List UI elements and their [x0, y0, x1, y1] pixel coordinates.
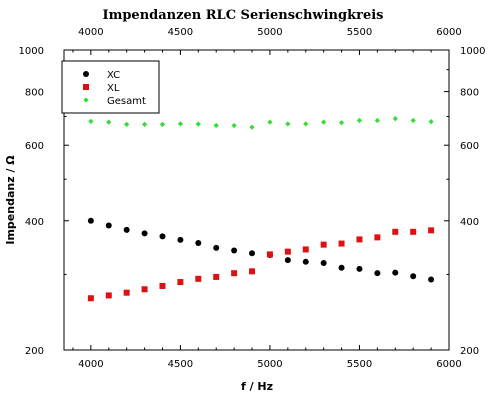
- point-gesamt: [321, 119, 327, 125]
- point-xl: [213, 273, 220, 280]
- point-gesamt: [141, 121, 148, 127]
- y-tick-label-left: 800: [25, 88, 44, 99]
- point-xc: [141, 230, 148, 237]
- axis-tick-labels: 4000 4000 4500 4500 5000 5000 5500 5500 6000 6000…: [19, 27, 486, 370]
- point-gesamt: [195, 121, 201, 127]
- point-xc: [374, 270, 381, 277]
- point-xc: [302, 258, 309, 265]
- point-xc: [284, 257, 291, 264]
- x-tick-label-bottom: 5000: [257, 359, 282, 370]
- point-xl: [374, 234, 381, 241]
- y-tick-label-right: 800: [460, 88, 479, 99]
- y-tick-label-right: 600: [460, 141, 479, 152]
- point-xl: [141, 286, 148, 293]
- point-gesamt: [356, 117, 363, 124]
- point-xl: [320, 241, 327, 248]
- point-xl: [87, 295, 94, 302]
- y-tick-label-right: 1000: [460, 46, 485, 57]
- x-tick-label-top: 6000: [436, 27, 461, 38]
- point-xl: [410, 228, 417, 235]
- point-xc: [249, 250, 256, 257]
- data-points: [87, 116, 435, 302]
- x-tick-label-top: 4500: [168, 27, 193, 38]
- legend-marker-gesamt: [83, 97, 89, 103]
- point-xc: [320, 259, 327, 266]
- point-xl: [284, 248, 291, 255]
- legend-marker-xc: [83, 71, 89, 77]
- x-tick-label-bottom: 6000: [436, 359, 461, 370]
- point-gesamt: [338, 120, 345, 126]
- point-xl: [428, 227, 435, 234]
- point-gesamt: [374, 117, 380, 124]
- point-xl: [177, 279, 184, 286]
- point-xl: [302, 246, 309, 253]
- point-xl: [105, 292, 112, 299]
- point-gesamt: [267, 119, 273, 125]
- point-gesamt: [410, 117, 416, 124]
- point-xc: [177, 236, 184, 243]
- point-gesamt: [124, 121, 130, 127]
- point-xl: [356, 236, 363, 243]
- point-xc: [87, 217, 94, 224]
- x-tick-label-bottom: 5500: [347, 359, 372, 370]
- axis-ticks: [64, 49, 450, 351]
- y-tick-label-left: 400: [25, 217, 44, 228]
- legend-marker-xl: [83, 84, 89, 90]
- point-xl: [123, 289, 130, 296]
- point-gesamt: [177, 121, 183, 127]
- point-gesamt: [213, 122, 219, 129]
- y-tick-label-right: 200: [460, 346, 479, 357]
- point-xc: [392, 269, 399, 276]
- point-gesamt: [303, 121, 309, 127]
- point-xl: [195, 275, 202, 282]
- point-xl: [392, 228, 399, 235]
- x-tick-label-bottom: 4000: [78, 359, 103, 370]
- point-xc: [213, 244, 220, 251]
- y-tick-label-left: 600: [25, 141, 44, 152]
- point-gesamt: [428, 119, 434, 125]
- point-xl: [231, 270, 238, 277]
- point-gesamt: [231, 122, 237, 129]
- point-xl: [159, 282, 166, 289]
- point-xc: [428, 276, 435, 283]
- y-tick-label-right: 400: [460, 217, 479, 228]
- x-tick-label-top: 5000: [257, 27, 282, 38]
- legend-box: [61, 60, 160, 114]
- point-xc: [195, 240, 202, 247]
- point-xl: [338, 240, 345, 247]
- y-tick-label-left: 200: [25, 346, 44, 357]
- legend-label-xl: XL: [107, 83, 120, 94]
- point-xc: [338, 264, 345, 271]
- point-gesamt: [285, 121, 291, 127]
- point-gesamt: [249, 124, 255, 130]
- point-gesamt: [159, 121, 166, 127]
- point-gesamt: [88, 118, 94, 124]
- point-gesamt: [392, 116, 398, 122]
- point-xl: [266, 251, 273, 258]
- point-xc: [159, 233, 166, 240]
- point-xc: [356, 265, 363, 272]
- legend: XC XL Gesamt: [61, 60, 160, 114]
- chart-title: Impendanzen RLC Serienschwingkreis: [103, 8, 384, 23]
- point-xc: [410, 273, 417, 280]
- point-xc: [105, 222, 112, 229]
- x-tick-label-bottom: 4500: [168, 359, 193, 370]
- legend-label-gesamt: Gesamt: [107, 96, 146, 107]
- x-tick-label-top: 4000: [78, 27, 103, 38]
- legend-label-xc: XC: [107, 70, 120, 81]
- point-xl: [249, 268, 256, 275]
- y-axis-label: Impendanz / Ω: [4, 155, 17, 245]
- x-axis-label: f / Hz: [241, 380, 273, 393]
- point-xc: [231, 247, 238, 254]
- point-xc: [123, 226, 130, 233]
- y-tick-label-left: 1000: [19, 46, 44, 57]
- point-gesamt: [106, 119, 112, 125]
- x-tick-label-top: 5500: [347, 27, 372, 38]
